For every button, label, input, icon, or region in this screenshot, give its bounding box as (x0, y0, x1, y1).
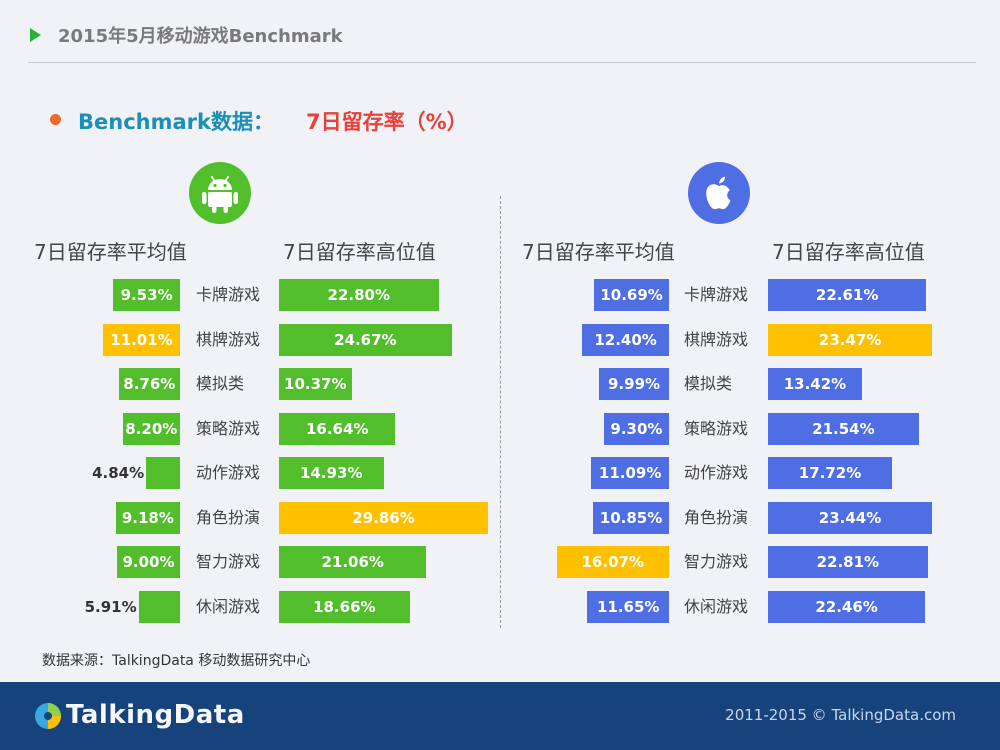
ios-avg-bar (603, 412, 669, 445)
android-high-label: 29.86% (352, 508, 415, 527)
talkingdata-logo-icon (35, 703, 61, 729)
android-high-bar (279, 546, 427, 578)
ios-avg-label: 10.69% (600, 286, 663, 304)
ios-high-label: 17.72% (798, 464, 862, 482)
ios-category-label: 休闲游戏 (684, 596, 749, 616)
ios-category-label: 策略游戏 (684, 418, 749, 438)
android-avg-bar (118, 368, 180, 400)
android-high-bar (279, 457, 384, 489)
android-avg-label: 8.76% (123, 375, 176, 393)
android-high-label: 10.37% (284, 375, 347, 393)
android-avg-bar (117, 546, 180, 578)
android-avg-label: 5.91% (84, 597, 137, 616)
platform-divider (500, 196, 501, 628)
bullet-dot-icon (50, 114, 61, 125)
android-category-label: 棋牌游戏 (196, 329, 261, 349)
android-category-label: 休闲游戏 (196, 596, 261, 616)
ios-category-label: 棋牌游戏 (684, 329, 749, 349)
subtitle-prefix: Benchmark数据： (78, 110, 274, 134)
ios-high-header: 7日留存率高位值 (772, 240, 925, 264)
ios-avg-bar (593, 501, 669, 534)
android-high-label: 21.06% (321, 553, 384, 571)
ios-category-label: 动作游戏 (684, 463, 749, 482)
ios-avg-bar (591, 457, 669, 489)
ios-high-bar (768, 457, 893, 489)
android-category-label: 卡牌游戏 (196, 285, 261, 304)
ios-avg-label: 16.07% (581, 553, 644, 571)
ios-high-label: 22.61% (815, 286, 879, 304)
ios-high-bar (768, 590, 926, 623)
header-divider (28, 62, 976, 63)
ios-avg-bar (587, 590, 669, 623)
ios-category-label: 卡牌游戏 (684, 285, 749, 304)
android-high-label: 18.66% (313, 597, 376, 616)
android-avg-bar (115, 501, 180, 534)
android-logo-icon (189, 162, 251, 224)
data-source-note: 数据来源：TalkingData 移动数据研究中心 (42, 653, 311, 669)
android-category-label: 智力游戏 (196, 552, 261, 571)
footer-bar: TalkingData 2011-2015 © TalkingData.com (0, 682, 1000, 750)
ios-high-bar (768, 368, 862, 400)
ios-high-label: 21.54% (812, 419, 875, 438)
android-high-bar (279, 368, 352, 400)
ios-high-bar (768, 323, 933, 356)
android-avg-label: 11.01% (110, 330, 173, 349)
android-high-bar (279, 501, 489, 534)
android-high-bar (279, 279, 439, 311)
android-category-label: 策略游戏 (196, 418, 261, 438)
ios-avg-bar (599, 368, 669, 400)
ios-avg-label: 11.09% (598, 464, 662, 482)
android-avg-header: 7日留存率平均值 (34, 240, 187, 264)
ios-avg-header: 7日留存率平均值 (522, 240, 675, 264)
android-avg-bar (138, 590, 180, 623)
ios-avg-label: 9.30% (610, 419, 663, 438)
ios-high-bar (768, 412, 919, 445)
ios-avg-bar (582, 323, 669, 356)
android-high-label: 22.80% (327, 286, 391, 304)
android-category-label: 动作游戏 (196, 463, 261, 482)
ios-high-label: 22.81% (816, 553, 880, 571)
ios-avg-label: 10.85% (599, 508, 663, 527)
play-triangle-icon (30, 28, 41, 42)
apple-logo-icon (688, 162, 750, 224)
ios-avg-label: 9.99% (608, 375, 661, 393)
footer-brand: TalkingData (66, 700, 245, 730)
android-avg-label: 9.18% (121, 508, 174, 527)
ios-category-label: 模拟类 (684, 374, 733, 393)
page-header: 2015年5月移动游戏Benchmark (0, 0, 1000, 63)
android-high-label: 14.93% (300, 464, 363, 482)
ios-avg-bar (556, 546, 669, 578)
android-avg-label: 4.84% (92, 464, 145, 482)
ios-high-label: 23.47% (818, 330, 882, 349)
page-title: 2015年5月移动游戏Benchmark (58, 26, 343, 47)
ios-high-label: 22.46% (815, 597, 878, 616)
ios-high-bar (768, 546, 928, 578)
ios-high-label: 13.42% (783, 375, 847, 393)
ios-high-label: 23.44% (818, 508, 882, 527)
android-avg-label: 8.20% (125, 419, 178, 438)
footer-copyright: 2011-2015 © TalkingData.com (725, 706, 956, 724)
android-high-bar (279, 323, 452, 356)
android-avg-bar (113, 279, 180, 311)
android-high-bar (279, 412, 396, 445)
android-high-label: 24.67% (334, 330, 397, 349)
android-avg-label: 9.00% (122, 553, 175, 571)
android-avg-bar (102, 323, 180, 356)
ios-high-bar (768, 501, 933, 534)
android-avg-bar (146, 457, 180, 489)
ios-high-bar (768, 279, 927, 311)
ios-category-label: 角色扮演 (684, 507, 749, 527)
android-category-label: 角色扮演 (196, 507, 261, 527)
android-high-header: 7日留存率高位值 (283, 240, 436, 264)
android-high-label: 16.64% (305, 419, 369, 438)
subtitle-highlight: 7日留存率（%） (306, 110, 468, 134)
ios-avg-label: 12.40% (594, 330, 657, 349)
android-avg-label: 9.53% (120, 286, 173, 304)
android-category-label: 模拟类 (196, 374, 245, 393)
ios-category-label: 智力游戏 (684, 552, 749, 571)
android-avg-bar (122, 412, 180, 445)
android-high-bar (279, 590, 410, 623)
ios-avg-bar (594, 279, 669, 311)
ios-avg-label: 11.65% (596, 597, 660, 616)
